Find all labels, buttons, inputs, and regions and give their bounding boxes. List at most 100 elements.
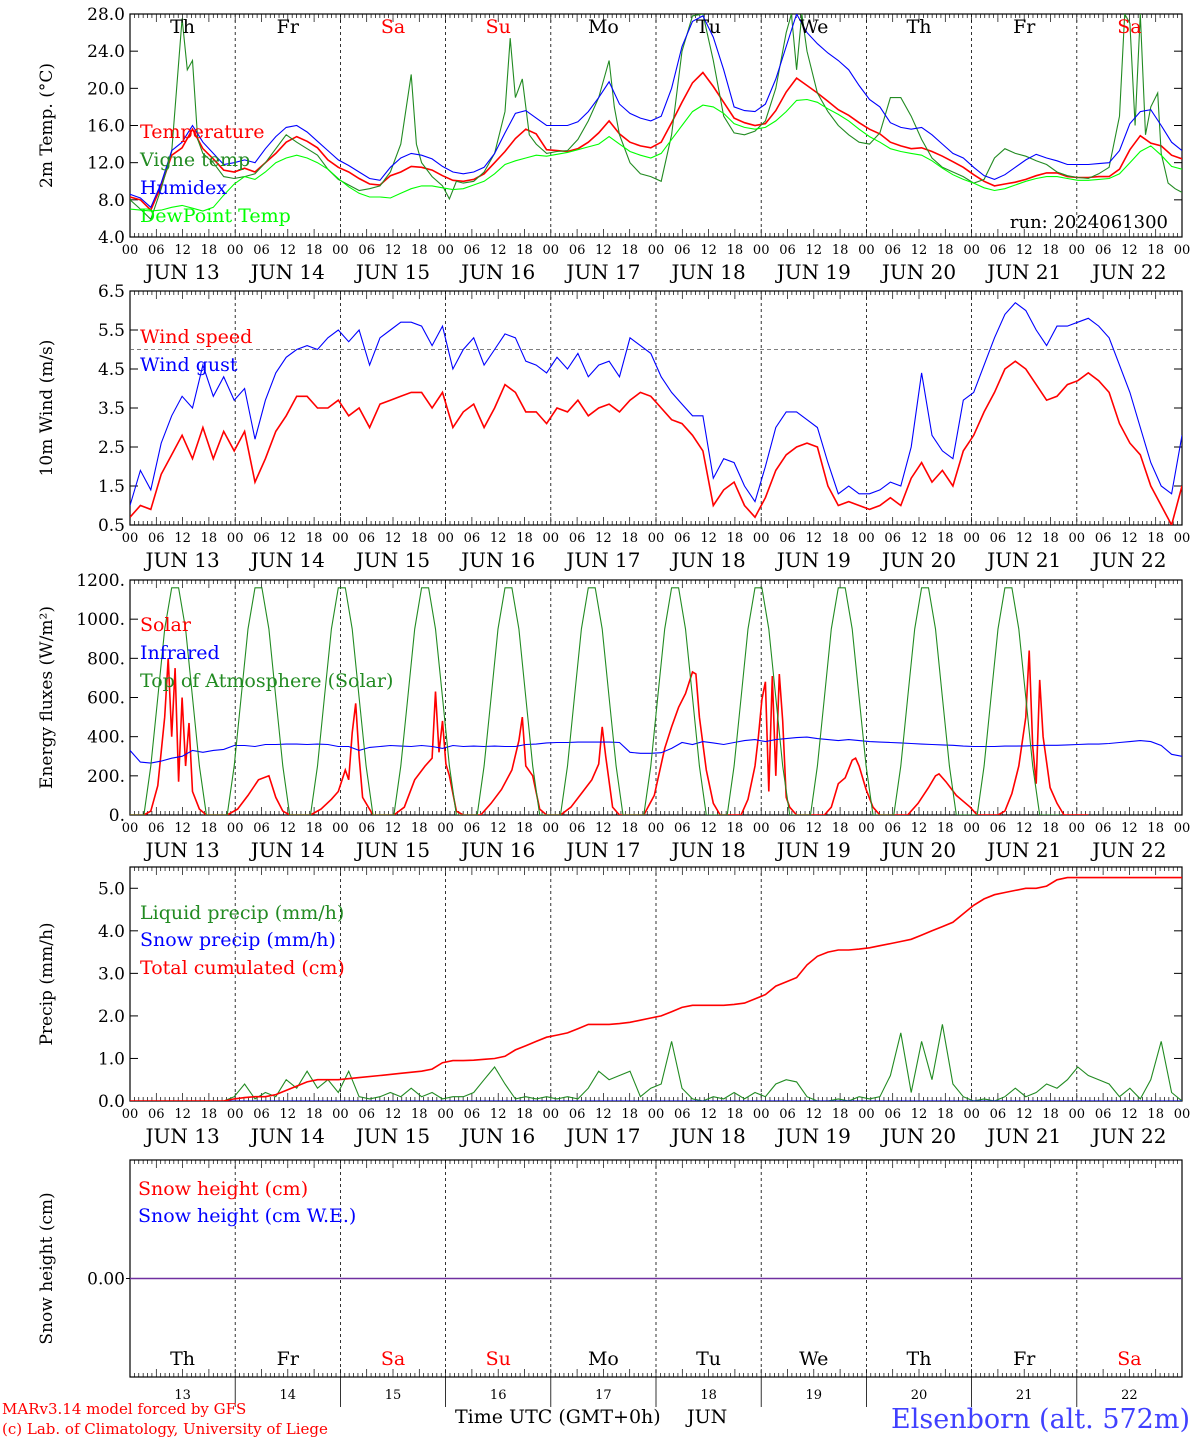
date-label: JUN 13 [144, 548, 220, 572]
hour-tick-label: 18 [201, 531, 218, 546]
hour-tick-label: 18 [1042, 1107, 1059, 1122]
hour-tick-label: 18 [201, 243, 218, 258]
day-of-week-label: Th [907, 16, 932, 38]
day-number-label: 18 [700, 1388, 717, 1403]
day-of-week-label: Sa [381, 16, 405, 38]
y-tick-label: 2.0 [98, 1007, 125, 1027]
day-of-week-label: Mo [588, 16, 619, 38]
hour-tick-label: 00 [543, 821, 560, 836]
hour-tick-label: 12 [385, 531, 402, 546]
y-tick-label: 1200. [76, 571, 125, 591]
hour-tick-label: 12 [490, 531, 507, 546]
hour-tick-label: 18 [1147, 531, 1164, 546]
y-tick-label: 600. [87, 689, 125, 709]
date-label: JUN 19 [775, 1124, 851, 1148]
day-of-week-label: Sa [381, 1348, 405, 1370]
y-tick-label: 5.5 [98, 321, 125, 341]
hour-tick-label: 06 [464, 243, 481, 258]
hour-tick-label: 06 [884, 531, 901, 546]
hour-tick-label: 12 [911, 821, 928, 836]
y-axis-label: Snow height (cm) [37, 1192, 57, 1344]
day-of-week-label: Tu [696, 16, 721, 38]
y-tick-label: 1.0 [98, 1049, 125, 1069]
series-line-top-of-atmosphere-solar- [130, 587, 1061, 815]
hour-tick-label: 12 [385, 821, 402, 836]
hour-tick-label: 06 [569, 243, 586, 258]
hour-tick-label: 18 [1147, 821, 1164, 836]
hour-tick-label: 00 [227, 1107, 244, 1122]
hour-tick-label: 06 [1095, 821, 1112, 836]
hour-tick-label: 00 [1069, 243, 1086, 258]
date-label: JUN 20 [880, 1124, 956, 1148]
hour-tick-label: 18 [832, 243, 849, 258]
hour-tick-label: 12 [911, 243, 928, 258]
hour-tick-label: 00 [227, 821, 244, 836]
panel-5: 0.00 Snow height (cm) Snow height (cm) Snow… [37, 1159, 1183, 1407]
day-of-week-label: We [799, 16, 828, 38]
hour-tick-label: 18 [516, 531, 533, 546]
hour-tick-label: 06 [253, 243, 270, 258]
hour-tick-label: 00 [437, 531, 454, 546]
hour-tick-label: 00 [122, 821, 139, 836]
y-tick-label: 800. [87, 649, 125, 669]
hour-tick-label: 18 [516, 821, 533, 836]
hour-tick-label: 12 [280, 243, 297, 258]
hour-tick-label: 18 [621, 1107, 638, 1122]
day-number-label: 13 [174, 1388, 191, 1403]
hour-tick-label: 06 [779, 821, 796, 836]
hour-tick-label: 00 [648, 1107, 665, 1122]
hour-tick-label: 18 [727, 821, 744, 836]
hour-tick-label: 18 [832, 1107, 849, 1122]
date-label: JUN 17 [564, 260, 640, 284]
hour-tick-label: 06 [464, 531, 481, 546]
hour-tick-label: 12 [1016, 243, 1033, 258]
hour-tick-label: 12 [911, 531, 928, 546]
hour-tick-label: 12 [806, 531, 823, 546]
day-of-week-label: Mo [588, 1348, 619, 1370]
y-tick-label: 5.0 [98, 879, 125, 899]
hour-tick-label: 06 [1095, 531, 1112, 546]
y-tick-label: 0.5 [98, 516, 125, 536]
y-tick-label: 0.00 [87, 1270, 125, 1290]
y-tick-label: 1.5 [98, 477, 125, 497]
hour-tick-label: 12 [280, 531, 297, 546]
panel-4: 0.0 1.0 2.0 3.0 4.0 5.0 Precip (mm/h) Liquid pr… [37, 866, 1191, 1148]
legend-entry: Snow height (cm) [138, 1178, 308, 1200]
day-number-label: 16 [490, 1388, 507, 1403]
date-label: JUN 14 [249, 548, 325, 572]
hour-tick-label: 12 [700, 1107, 717, 1122]
legend-entry: Wind speed [140, 326, 252, 348]
hour-tick-label: 18 [306, 243, 323, 258]
hour-tick-label: 06 [148, 1107, 165, 1122]
panel-1: 4.0 8.0 12.0 16.0 20.0 24.0 28.0 2m Temp. (°C) T… [37, 5, 1190, 284]
date-label: JUN 22 [1090, 548, 1166, 572]
hour-tick-label: 00 [1174, 1107, 1191, 1122]
day-of-week-label: Tu [696, 1348, 721, 1370]
hour-tick-label: 00 [963, 1107, 980, 1122]
hour-tick-label: 00 [122, 531, 139, 546]
date-label: JUN 18 [670, 838, 746, 862]
date-label: JUN 17 [564, 838, 640, 862]
date-label: JUN 15 [354, 1124, 430, 1148]
hour-tick-label: 06 [358, 531, 375, 546]
hour-tick-label: 00 [227, 531, 244, 546]
hour-tick-label: 12 [700, 821, 717, 836]
y-tick-label: 24.0 [87, 42, 125, 62]
series-line-humidex [130, 14, 1182, 209]
hour-tick-label: 12 [595, 531, 612, 546]
hour-tick-label: 18 [727, 1107, 744, 1122]
y-axis-label: 2m Temp. (°C) [37, 63, 57, 188]
hour-tick-label: 00 [963, 243, 980, 258]
date-label: JUN 16 [459, 838, 535, 862]
hour-tick-label: 12 [1121, 1107, 1138, 1122]
date-label: JUN 19 [775, 548, 851, 572]
hour-tick-label: 00 [1174, 821, 1191, 836]
y-tick-label: 0. [109, 806, 125, 826]
hour-tick-label: 18 [306, 1107, 323, 1122]
hour-tick-label: 06 [464, 821, 481, 836]
hour-tick-label: 06 [674, 1107, 691, 1122]
y-tick-label: 1000. [76, 610, 125, 630]
series-line-infrared [130, 736, 1182, 764]
day-of-week-label: Sa [1117, 16, 1141, 38]
